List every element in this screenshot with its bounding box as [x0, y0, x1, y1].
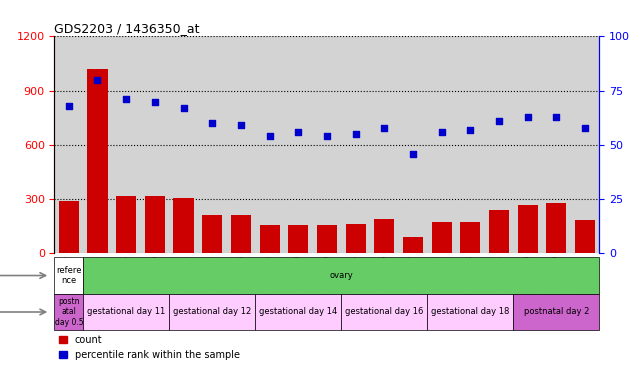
- Bar: [341, 294, 428, 330]
- Bar: [513, 294, 599, 330]
- Bar: [231, 215, 251, 253]
- Point: [580, 124, 590, 131]
- Text: gestational day 18: gestational day 18: [431, 308, 510, 316]
- Point: [522, 114, 533, 120]
- Point: [465, 127, 476, 133]
- Bar: [260, 225, 279, 253]
- Point: [293, 129, 303, 135]
- Bar: [460, 222, 480, 253]
- Bar: [546, 203, 567, 253]
- Bar: [317, 225, 337, 253]
- Bar: [255, 294, 341, 330]
- Text: gestational day 14: gestational day 14: [259, 308, 337, 316]
- Point: [236, 122, 246, 129]
- Bar: [83, 294, 169, 330]
- Point: [63, 103, 74, 109]
- Bar: [54, 257, 83, 294]
- Text: gestational day 16: gestational day 16: [345, 308, 424, 316]
- Point: [265, 133, 275, 139]
- Point: [551, 114, 562, 120]
- Bar: [202, 215, 222, 253]
- Bar: [87, 69, 108, 253]
- Bar: [489, 210, 509, 253]
- Bar: [145, 197, 165, 253]
- Bar: [518, 205, 538, 253]
- Point: [408, 151, 418, 157]
- Bar: [116, 195, 137, 253]
- Point: [92, 77, 103, 83]
- Legend: count, percentile rank within the sample: count, percentile rank within the sample: [60, 335, 240, 360]
- Text: gestational day 11: gestational day 11: [87, 308, 165, 316]
- Point: [178, 105, 188, 111]
- Bar: [403, 237, 423, 253]
- Bar: [428, 294, 513, 330]
- Bar: [174, 198, 194, 253]
- Point: [351, 131, 361, 137]
- Point: [322, 133, 332, 139]
- Bar: [575, 220, 595, 253]
- Point: [150, 98, 160, 104]
- Bar: [374, 219, 394, 253]
- Text: refere
nce: refere nce: [56, 266, 81, 285]
- Point: [494, 118, 504, 124]
- Point: [379, 124, 389, 131]
- Text: GDS2203 / 1436350_at: GDS2203 / 1436350_at: [54, 22, 200, 35]
- Bar: [345, 223, 365, 253]
- Point: [121, 96, 131, 103]
- Bar: [431, 222, 452, 253]
- Bar: [54, 294, 83, 330]
- Point: [437, 129, 447, 135]
- Bar: [288, 225, 308, 253]
- Text: ovary: ovary: [329, 271, 353, 280]
- Text: postn
atal
day 0.5: postn atal day 0.5: [54, 297, 83, 327]
- Bar: [59, 201, 79, 253]
- Bar: [169, 294, 255, 330]
- Text: postnatal day 2: postnatal day 2: [524, 308, 589, 316]
- Point: [207, 120, 217, 126]
- Text: gestational day 12: gestational day 12: [173, 308, 251, 316]
